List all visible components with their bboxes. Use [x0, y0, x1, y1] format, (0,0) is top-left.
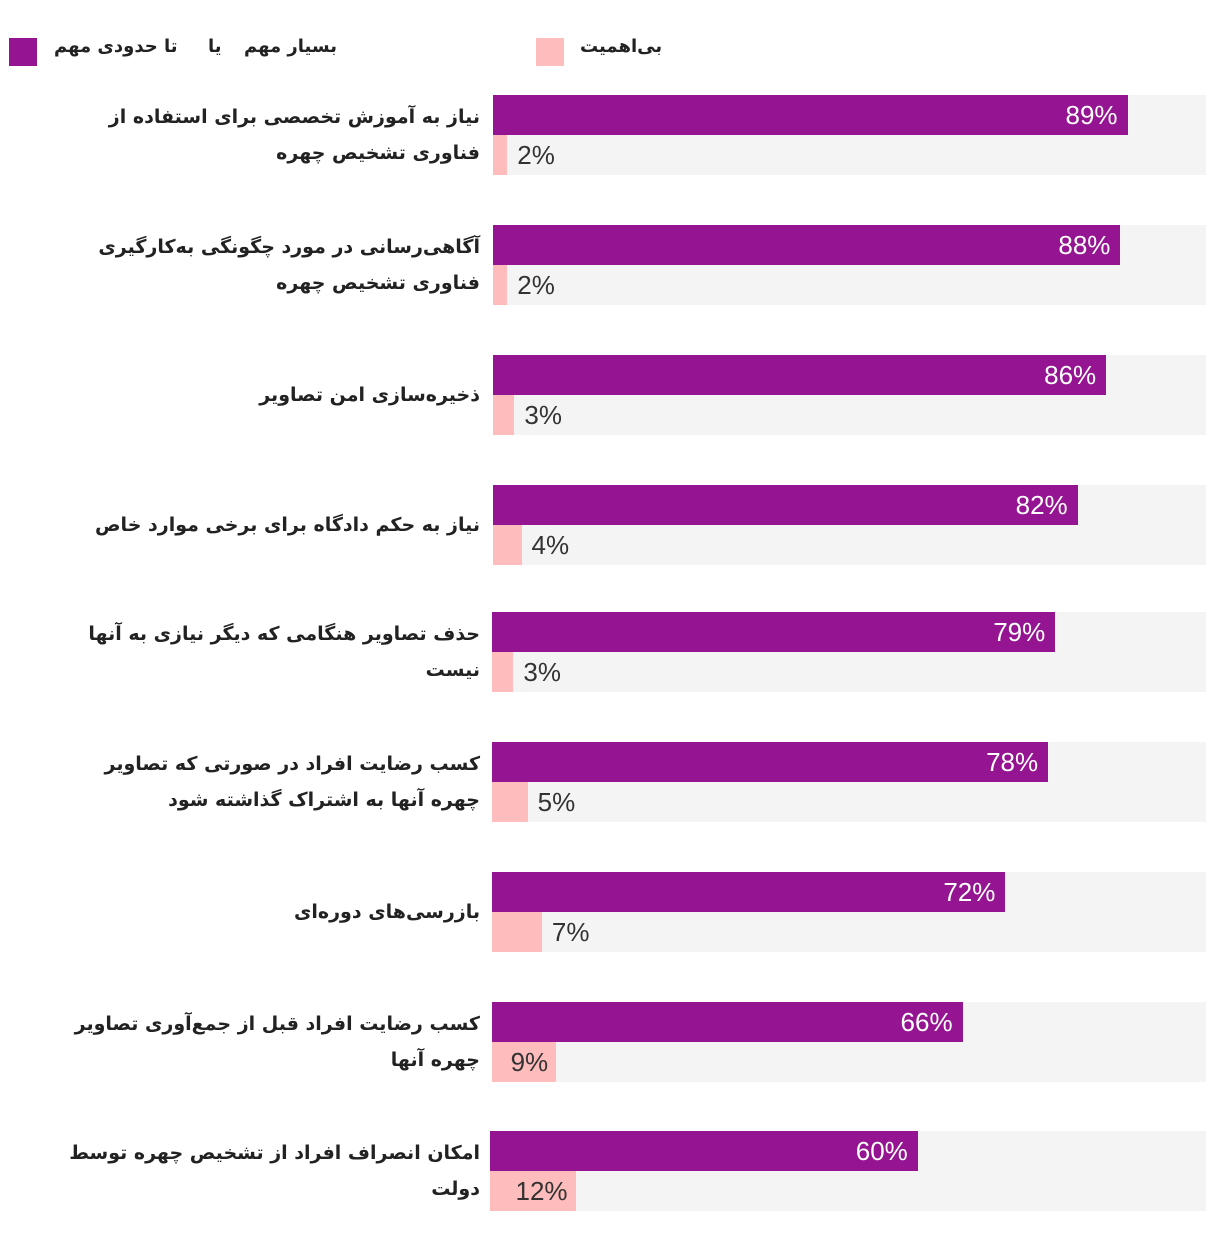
bar-unimportant [493, 265, 508, 305]
value-label-unimportant: 5% [537, 787, 576, 817]
value-label-unimportant: 12% [515, 1176, 568, 1206]
bar-unimportant [492, 912, 542, 952]
category-label: آگاهی‌رسانی در مورد چگونگی به‌کارگیری فن… [98, 236, 480, 294]
bar-important [492, 742, 1049, 782]
category-label: نیاز به آموزش تخصصی برای استفاده از فناو… [108, 106, 480, 164]
bar-unimportant [490, 1171, 576, 1211]
category-label: ذخیره‌سازی امن تصاویر [259, 384, 480, 406]
chart-row: کسب رضایت افراد قبل از جمع‌آوری تصاویر چ… [0, 1002, 1212, 1082]
value-label-important: 79% [993, 617, 1046, 647]
legend-swatch-unimportant [536, 38, 564, 66]
legend: تا حدودی مهم یا بسیار مهم بی‌اهمیت [0, 0, 1212, 80]
category-label: بازرسی‌های دوره‌ای [293, 901, 480, 923]
bar-unimportant [493, 395, 515, 435]
bar-important [493, 225, 1121, 265]
legend-label-important-2: یا [208, 36, 222, 57]
category-label: کسب رضایت افراد قبل از جمع‌آوری تصاویر چ… [74, 1013, 480, 1071]
value-label-unimportant: 3% [523, 657, 561, 687]
value-label-important: 78% [986, 747, 1039, 777]
value-label-unimportant: 4% [531, 530, 570, 560]
value-label-important: 60% [855, 1136, 908, 1166]
chart-row: آگاهی‌رسانی در مورد چگونگی به‌کارگیری فن… [0, 225, 1212, 305]
value-label-important: 72% [943, 877, 996, 907]
chart-row: کسب رضایت افراد در صورتی که تصاویر چهره … [0, 742, 1212, 822]
bar-unimportant [492, 782, 528, 822]
value-label-important: 82% [1015, 490, 1068, 520]
legend-label-important-3: تا حدودی مهم [54, 36, 178, 57]
legend-label-unimportant: بی‌اهمیت [580, 36, 663, 57]
legend-label-important-1: بسیار مهم [244, 36, 337, 57]
bar-important [493, 355, 1107, 395]
value-label-unimportant: 2% [517, 140, 555, 170]
category-label: نیاز به حکم دادگاه برای برخی موارد خاص [95, 514, 480, 536]
chart-row: حذف تصاویر هنگامی که دیگر نیازی به آنها … [0, 612, 1212, 692]
bar-important [492, 612, 1056, 652]
chart-row: بازرسی‌های دوره‌ای 72% 7% [0, 872, 1212, 952]
value-label-important: 89% [1065, 100, 1118, 130]
value-label-unimportant: 9% [510, 1047, 549, 1077]
bar-important [492, 872, 1006, 912]
chart-row: نیاز به آموزش تخصصی برای استفاده از فناو… [0, 95, 1212, 175]
bar-unimportant [492, 652, 514, 692]
chart-row: ذخیره‌سازی امن تصاویر 86% 3% [0, 355, 1212, 435]
bar-unimportant [493, 135, 508, 175]
value-label-important: 66% [900, 1007, 953, 1037]
bar-important [492, 1002, 963, 1042]
value-label-unimportant: 2% [517, 270, 555, 300]
chart-row: امکان انصراف افراد از تشخیص چهره توسط دو… [0, 1131, 1212, 1211]
category-label: امکان انصراف افراد از تشخیص چهره توسط دو… [69, 1142, 480, 1200]
bar-unimportant [492, 1042, 557, 1082]
value-label-unimportant: 7% [551, 917, 590, 947]
value-label-unimportant: 3% [524, 400, 562, 430]
bar-important [493, 95, 1128, 135]
bar-important [490, 1131, 918, 1171]
bar-important [493, 485, 1078, 525]
value-label-important: 86% [1044, 360, 1097, 390]
bar-unimportant [493, 525, 522, 565]
value-label-important: 88% [1058, 230, 1111, 260]
category-label: کسب رضایت افراد در صورتی که تصاویر چهره … [104, 753, 480, 811]
legend-swatch-important [9, 38, 37, 66]
chart-row: نیاز به حکم دادگاه برای برخی موارد خاص 82… [0, 485, 1212, 565]
category-label: حذف تصاویر هنگامی که دیگر نیازی به آنها … [88, 623, 480, 681]
